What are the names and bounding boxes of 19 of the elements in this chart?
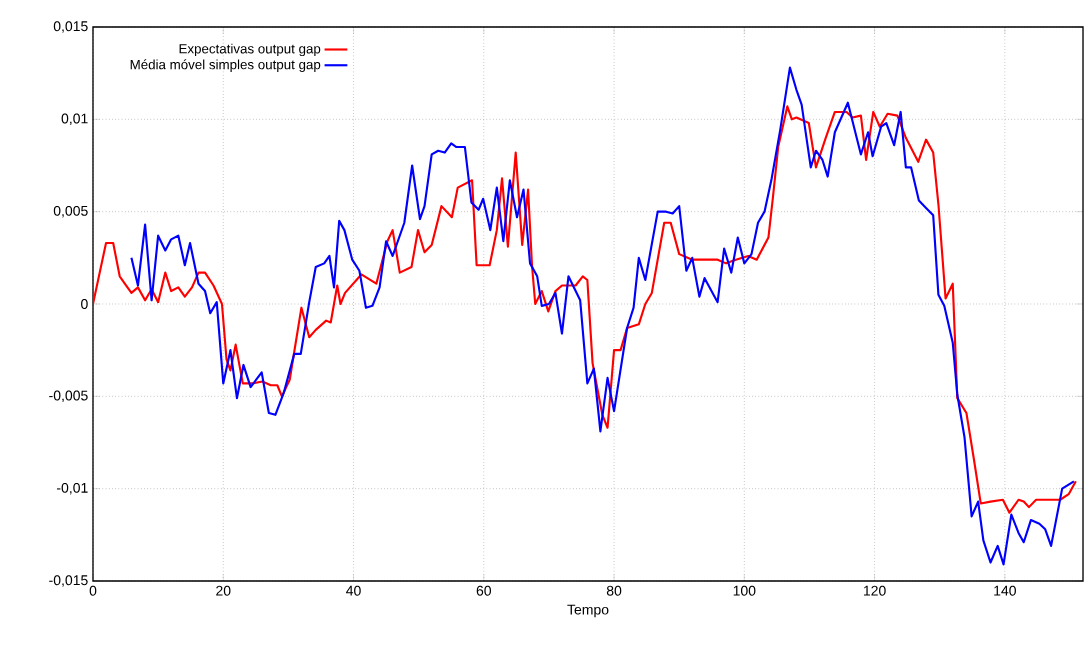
y-tick-label: -0,01 — [57, 482, 88, 495]
y-tick-label: -0,005 — [49, 390, 88, 403]
x-axis-title: Tempo — [567, 604, 609, 618]
line-series — [93, 105, 1077, 514]
x-tick-label: 100 — [733, 585, 756, 596]
y-tick-label: 0,01 — [61, 113, 88, 126]
legend-label: Expectativas output gap — [179, 43, 321, 57]
x-tick-label: 0 — [89, 585, 97, 596]
legend-label: Média móvel simples output gap — [130, 59, 321, 72]
x-tick-label: 40 — [346, 585, 361, 596]
x-tick-label: 80 — [606, 585, 622, 596]
y-tick-label: 0 — [81, 299, 88, 309]
y-tick-label: 0,005 — [53, 205, 88, 218]
y-tick-label: -0,015 — [49, 575, 88, 587]
x-tick-label: 120 — [863, 585, 886, 596]
y-tick-label: 0,015 — [53, 21, 88, 33]
x-tick-label: 60 — [476, 585, 492, 596]
x-tick-label: 20 — [216, 585, 231, 596]
x-tick-label: 140 — [994, 585, 1016, 596]
